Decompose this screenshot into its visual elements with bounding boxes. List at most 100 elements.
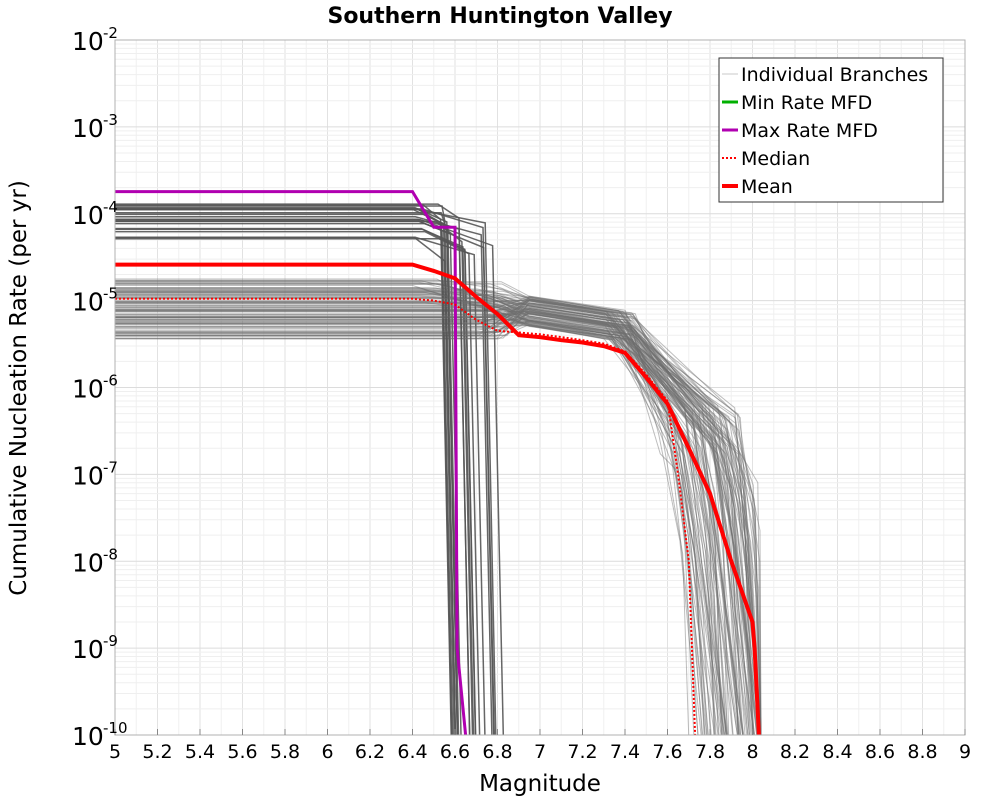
branch-line bbox=[115, 305, 705, 736]
branch-line bbox=[115, 299, 740, 736]
branch-line bbox=[115, 309, 762, 736]
series-median bbox=[115, 297, 697, 736]
y-tick-label: 10 -7 bbox=[72, 458, 118, 490]
branch-line bbox=[115, 316, 759, 736]
branch-line bbox=[115, 324, 744, 736]
branch-line bbox=[115, 310, 699, 736]
branch-line bbox=[115, 206, 459, 736]
x-tick-label: 7.8 bbox=[695, 741, 725, 763]
x-tick-label: 7.2 bbox=[567, 741, 597, 763]
branch-line bbox=[115, 300, 749, 736]
y-tick-exponent: -6 bbox=[103, 372, 118, 390]
branch-line bbox=[115, 295, 756, 736]
y-tick-base: 10 bbox=[72, 288, 104, 317]
branch-line bbox=[115, 312, 762, 736]
branch-line bbox=[115, 293, 762, 736]
branch-line bbox=[115, 236, 457, 736]
branch-line bbox=[115, 238, 477, 736]
x-tick-label: 8.2 bbox=[780, 741, 810, 763]
branch-line bbox=[115, 298, 738, 736]
chart-title: Southern Huntington Valley bbox=[327, 4, 672, 29]
legend-label: Individual Branches bbox=[741, 64, 928, 86]
main-series bbox=[115, 190, 761, 736]
y-tick-exponent: -2 bbox=[103, 24, 118, 42]
legend-entry: Max Rate MFD bbox=[722, 120, 878, 142]
branch-line bbox=[115, 298, 708, 736]
x-tick-label: 8.6 bbox=[865, 741, 895, 763]
y-tick-exponent: -3 bbox=[103, 111, 118, 129]
branch-line bbox=[115, 298, 725, 736]
series-mean bbox=[115, 262, 761, 736]
branch-line bbox=[115, 300, 699, 736]
y-axis-label: Cumulative Nucleation Rate (per yr) bbox=[6, 180, 32, 596]
branch-line bbox=[115, 310, 712, 736]
legend-entry: Individual Branches bbox=[722, 64, 928, 86]
branch-line bbox=[115, 301, 758, 736]
branch-line bbox=[115, 278, 708, 736]
y-tick-exponent: -4 bbox=[103, 198, 118, 216]
y-tick-label: 10 -9 bbox=[72, 632, 118, 664]
x-tick-label: 6.4 bbox=[397, 741, 427, 763]
branch-line bbox=[115, 298, 739, 736]
branch-line bbox=[115, 296, 762, 736]
branch-line bbox=[115, 295, 716, 736]
branch-line bbox=[115, 300, 752, 736]
branch-line bbox=[115, 311, 729, 736]
branch-line bbox=[115, 302, 706, 736]
branch-line bbox=[115, 289, 762, 736]
branch-line bbox=[115, 290, 760, 736]
branch-line bbox=[115, 296, 745, 736]
branch-line bbox=[115, 307, 726, 736]
y-tick-label: 10 -2 bbox=[72, 24, 118, 56]
branch-line bbox=[115, 291, 724, 736]
branch-line bbox=[115, 302, 762, 736]
branch-line bbox=[115, 313, 734, 736]
branch-line bbox=[115, 287, 762, 736]
branch-line bbox=[115, 220, 454, 736]
branch-line bbox=[115, 302, 748, 736]
legend: Individual Branches Min Rate MFD Max Rate … bbox=[718, 57, 944, 203]
branch-line bbox=[115, 307, 711, 736]
branch-line bbox=[115, 298, 755, 736]
y-tick-exponent: -8 bbox=[103, 545, 118, 563]
branch-line bbox=[115, 300, 762, 736]
branch-line bbox=[115, 292, 762, 736]
branch-line bbox=[115, 318, 719, 736]
branch-line bbox=[115, 293, 703, 736]
branch-line bbox=[115, 310, 762, 736]
legend-entry: Mean bbox=[722, 176, 793, 198]
branch-line bbox=[115, 317, 734, 736]
branch-line bbox=[115, 302, 727, 736]
y-tick-label: 10 -5 bbox=[72, 285, 118, 317]
branch-line bbox=[115, 283, 716, 736]
x-tick-label: 8 bbox=[746, 741, 758, 763]
x-tick-label: 5.6 bbox=[227, 741, 257, 763]
branch-line bbox=[115, 298, 762, 736]
branch-line bbox=[115, 308, 744, 736]
y-tick-base: 10 bbox=[72, 201, 104, 230]
x-tick-label: 8.8 bbox=[907, 741, 937, 763]
x-tick-label: 7.6 bbox=[652, 741, 682, 763]
branch-line bbox=[115, 296, 762, 736]
branch-line bbox=[115, 319, 755, 736]
x-tick-label: 6 bbox=[321, 741, 333, 763]
branch-line bbox=[115, 304, 717, 736]
branch-line bbox=[115, 306, 762, 736]
branch-line bbox=[115, 296, 739, 736]
y-tick-exponent: -7 bbox=[103, 458, 118, 476]
branch-line bbox=[115, 323, 741, 736]
y-tick-exponent: -9 bbox=[103, 632, 118, 650]
legend-label: Mean bbox=[741, 176, 793, 198]
x-tick-label: 9 bbox=[959, 741, 971, 763]
branch-line bbox=[115, 208, 453, 736]
legend-label: Max Rate MFD bbox=[741, 120, 878, 142]
y-tick-exponent: -10 bbox=[103, 719, 128, 737]
branch-line bbox=[115, 305, 762, 736]
branch-line bbox=[115, 302, 750, 736]
branch-line bbox=[115, 324, 727, 736]
branch-line bbox=[115, 309, 702, 736]
x-tick-label: 8.4 bbox=[822, 741, 852, 763]
y-tick-label: 10 -10 bbox=[72, 719, 128, 751]
y-tick-base: 10 bbox=[72, 635, 104, 664]
